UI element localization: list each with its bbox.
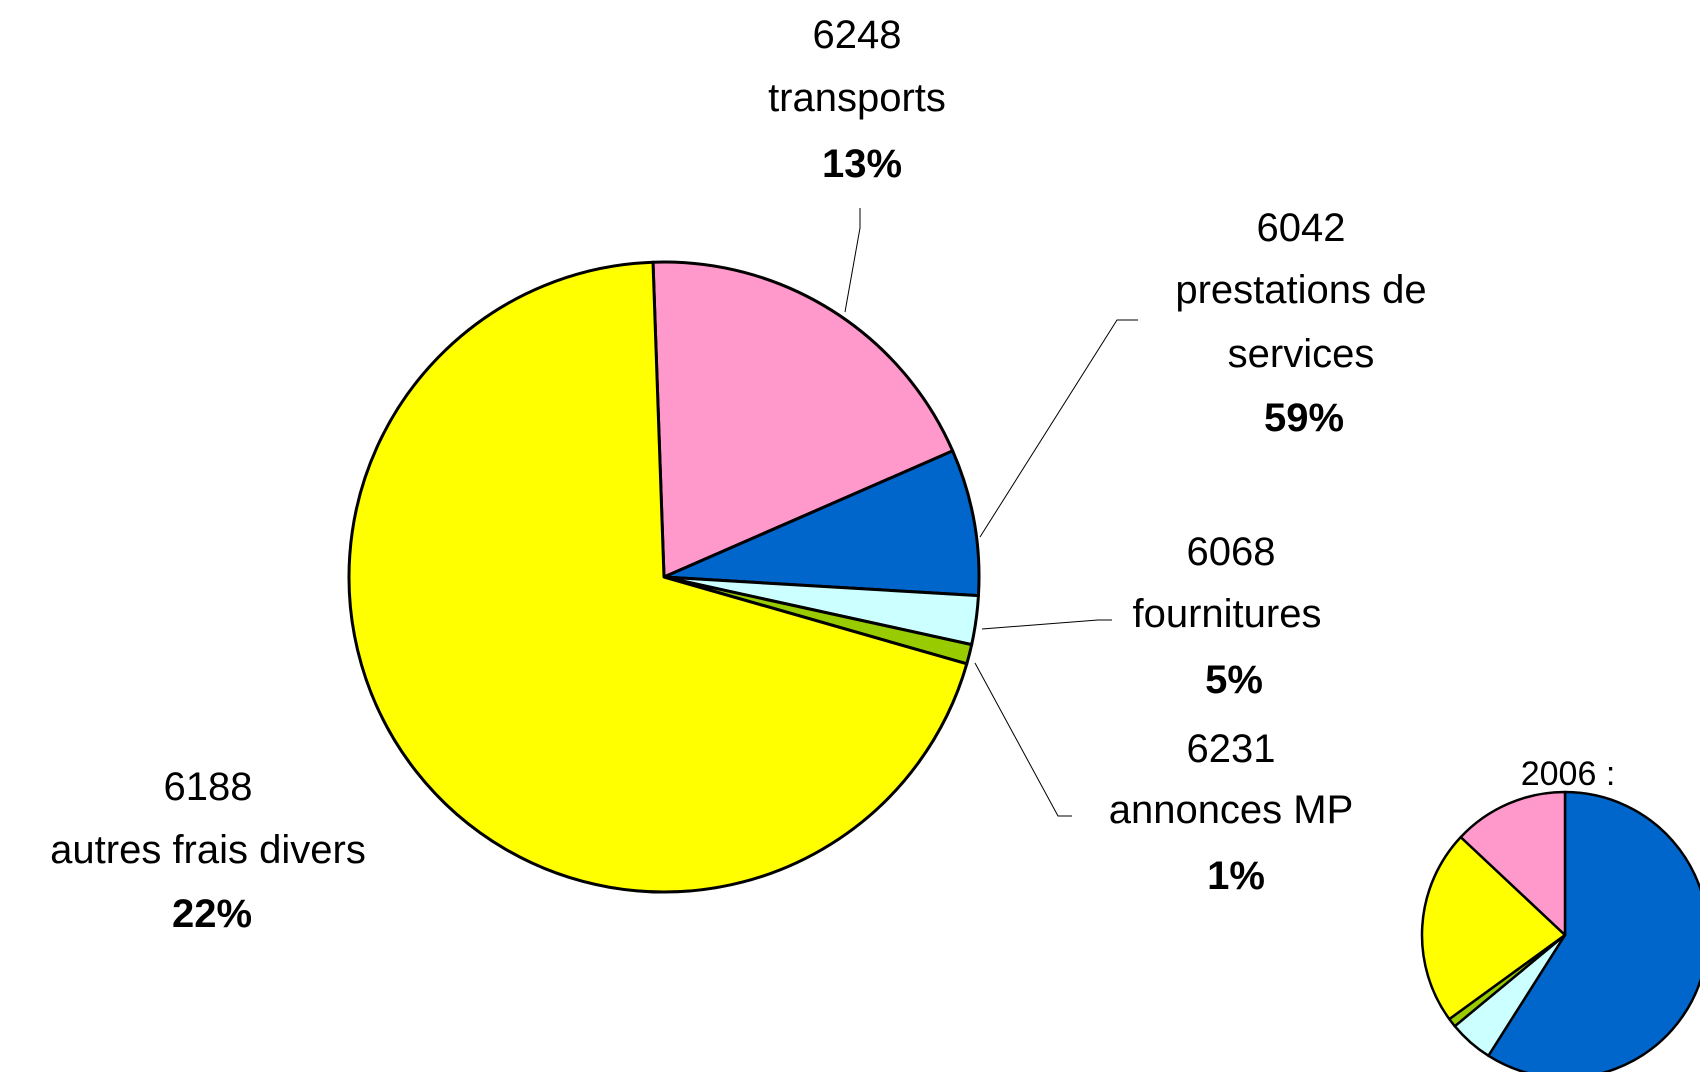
label-prestations-percent: 59% (1264, 396, 1344, 440)
label-prestations-name-line2: services (1228, 332, 1375, 376)
leader-line-fournitures (981, 619, 1112, 630)
main-pie-chart (347, 260, 981, 894)
label-autres-code: 6188 (164, 765, 253, 809)
label-transports-percent: 13% (822, 142, 902, 186)
leader-line-annonces (974, 662, 1072, 817)
main-slice-6042 (662, 449, 981, 598)
label-fournitures-percent: 5% (1205, 658, 1263, 702)
label-fournitures-code: 6068 (1187, 530, 1276, 574)
label-autres-percent: 22% (172, 892, 252, 936)
inset-caption: 2006 : (1521, 755, 1616, 793)
main-slice-transports (651, 260, 955, 579)
main-slice-autres-frais-divers (347, 260, 969, 894)
label-prestations-code: 6042 (1257, 206, 1346, 250)
label-transports-code: 6248 (813, 13, 902, 57)
inset-slice-autres-frais-divers (1420, 835, 1567, 1021)
inset-slice-prestations-de-services (1487, 790, 1700, 1072)
label-autres-name: autres frais divers (50, 828, 366, 872)
inset-slice-transports (1459, 790, 1567, 937)
label-annonces-code: 6231 (1187, 727, 1276, 771)
leader-line-prestations (979, 319, 1138, 538)
label-fournitures-name: fournitures (1133, 592, 1322, 636)
inset-pie-chart-2006 (1420, 790, 1700, 1072)
leader-line-transports (844, 208, 861, 313)
label-annonces-percent: 1% (1207, 854, 1265, 898)
label-transports-name: transports (768, 76, 946, 120)
label-prestations-name-line1: prestations de (1175, 268, 1426, 312)
label-annonces-name: annonces MP (1109, 788, 1354, 832)
